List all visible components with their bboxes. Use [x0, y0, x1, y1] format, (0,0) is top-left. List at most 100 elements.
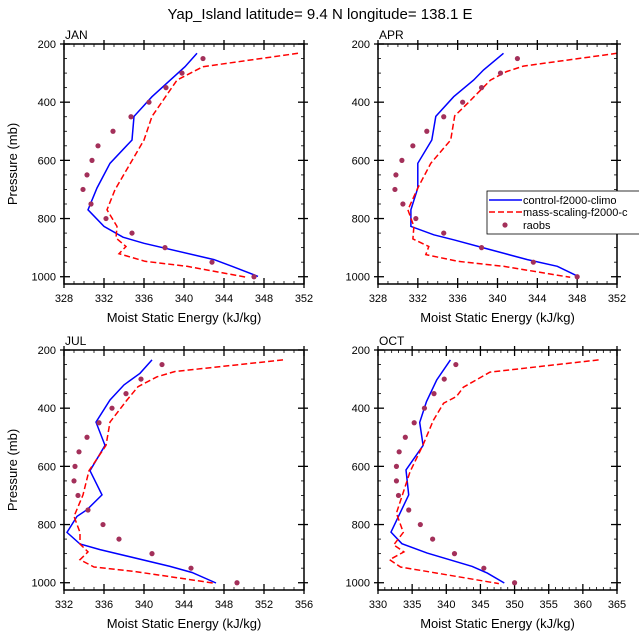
x-tick-label: 344	[175, 599, 193, 611]
raobs-marker	[162, 245, 168, 251]
raobs-marker	[393, 463, 400, 469]
x-tick-label: 332	[55, 599, 73, 611]
raobs-marker	[128, 114, 134, 120]
x-tick-label: 348	[568, 293, 586, 305]
series-group	[66, 359, 284, 586]
y-tick-label: 400	[352, 403, 370, 415]
panel-jan: JAN 328 332 336 340 344 348 352 200 400 600 800 1000…	[5, 28, 313, 325]
x-tick-label: 328	[369, 293, 387, 305]
raobs-marker	[179, 70, 185, 76]
y-tick-label: 600	[38, 461, 56, 473]
raobs-marker	[411, 420, 417, 426]
raobs-marker	[84, 172, 90, 178]
plot-frame	[63, 349, 305, 591]
control-line	[390, 359, 505, 584]
x-tick-label: 360	[574, 599, 592, 611]
raobs-marker	[138, 376, 144, 382]
panel-apr: APR 328 332 336 340 344 348 352 200 400 600 800 1000…	[346, 28, 627, 325]
raobs-marker	[89, 157, 95, 163]
legend-entry: raobs	[523, 220, 551, 232]
y-tick-label: 200	[352, 39, 370, 51]
x-axis-label: Moist Static Energy (kJ/kg)	[107, 310, 262, 325]
raobs-marker	[421, 405, 428, 411]
raobs-marker	[431, 391, 437, 397]
y-tick-label: 1000	[346, 578, 370, 590]
figure-title: Yap_Island latitude= 9.4 N longitude= 13…	[168, 6, 473, 23]
y-tick-label: 800	[38, 214, 56, 226]
x-axis-label: Moist Static Energy (kJ/kg)	[420, 310, 575, 325]
x-tick-label: 350	[505, 599, 523, 611]
raobs-marker	[402, 434, 408, 440]
panel-title: OCT	[379, 334, 405, 348]
raobs-marker	[497, 70, 504, 76]
x-tick-label: 330	[369, 599, 387, 611]
x-tick-label: 336	[95, 599, 113, 611]
raobs-marker	[209, 259, 215, 265]
mass-scaling-line	[106, 52, 299, 279]
raobs-marker	[251, 274, 257, 280]
y-tick-label: 600	[352, 155, 370, 167]
raobs-marker	[76, 449, 82, 455]
y-tick-label: 1000	[32, 272, 56, 284]
raobs-marker	[413, 215, 419, 222]
raobs-marker	[393, 172, 399, 178]
raobs-marker	[80, 186, 86, 193]
x-tick-label: 328	[55, 293, 73, 305]
raobs-marker	[574, 274, 580, 280]
control-line	[66, 359, 217, 584]
raobs-marker	[149, 551, 155, 557]
raobs-marker	[453, 361, 459, 368]
series-group	[392, 52, 617, 280]
raobs-marker	[417, 521, 423, 528]
y-tick-label: 600	[352, 461, 370, 473]
y-axis-label: Pressure (mb)	[5, 429, 20, 511]
raobs-marker	[84, 434, 90, 440]
x-tick-label: 336	[448, 293, 466, 305]
raobs-marker	[399, 157, 405, 163]
panel-title: JUL	[65, 334, 87, 348]
raobs-marker	[72, 463, 78, 469]
raobs-marker	[430, 536, 436, 542]
raobs-marker	[478, 85, 485, 91]
x-tick-label: 335	[403, 599, 421, 611]
x-tick-label: 345	[471, 599, 489, 611]
x-tick-label: 352	[295, 293, 313, 305]
y-tick-label: 400	[38, 97, 56, 109]
raobs-marker	[478, 245, 485, 251]
raobs-marker	[123, 391, 129, 397]
raobs-marker	[103, 215, 109, 222]
raobs-marker	[71, 478, 77, 484]
raobs-marker	[441, 230, 447, 236]
raobs-marker	[395, 492, 402, 499]
panel-title: APR	[379, 28, 404, 42]
raobs-marker	[530, 259, 536, 265]
raobs-marker	[234, 580, 240, 586]
legend-raobs-swatch	[502, 222, 508, 228]
raobs-marker	[75, 492, 81, 499]
x-tick-label: 340	[488, 293, 506, 305]
x-axis-label: Moist Static Energy (kJ/kg)	[420, 616, 575, 631]
series-group	[80, 52, 299, 280]
plot-frame	[377, 349, 618, 591]
control-line	[87, 52, 259, 278]
raobs-marker	[514, 55, 521, 62]
raobs-marker	[393, 478, 400, 484]
plot-frame	[377, 43, 618, 285]
series-group	[388, 359, 599, 586]
control-line	[410, 52, 579, 278]
raobs-marker	[396, 449, 402, 455]
x-tick-label: 348	[255, 293, 273, 305]
y-tick-label: 800	[352, 214, 370, 226]
x-tick-label: 365	[608, 599, 626, 611]
y-tick-label: 400	[352, 97, 370, 109]
raobs-marker	[109, 405, 115, 411]
raobs-marker	[410, 143, 416, 149]
legend: control-f2000-climomass-scaling-f2000-cr…	[486, 190, 639, 235]
x-tick-label: 336	[135, 293, 153, 305]
raobs-marker	[159, 361, 165, 368]
mass-scaling-line	[407, 52, 617, 279]
raobs-marker	[96, 420, 102, 426]
raobs-marker	[451, 551, 458, 557]
legend-entry: control-f2000-climo	[523, 195, 617, 207]
